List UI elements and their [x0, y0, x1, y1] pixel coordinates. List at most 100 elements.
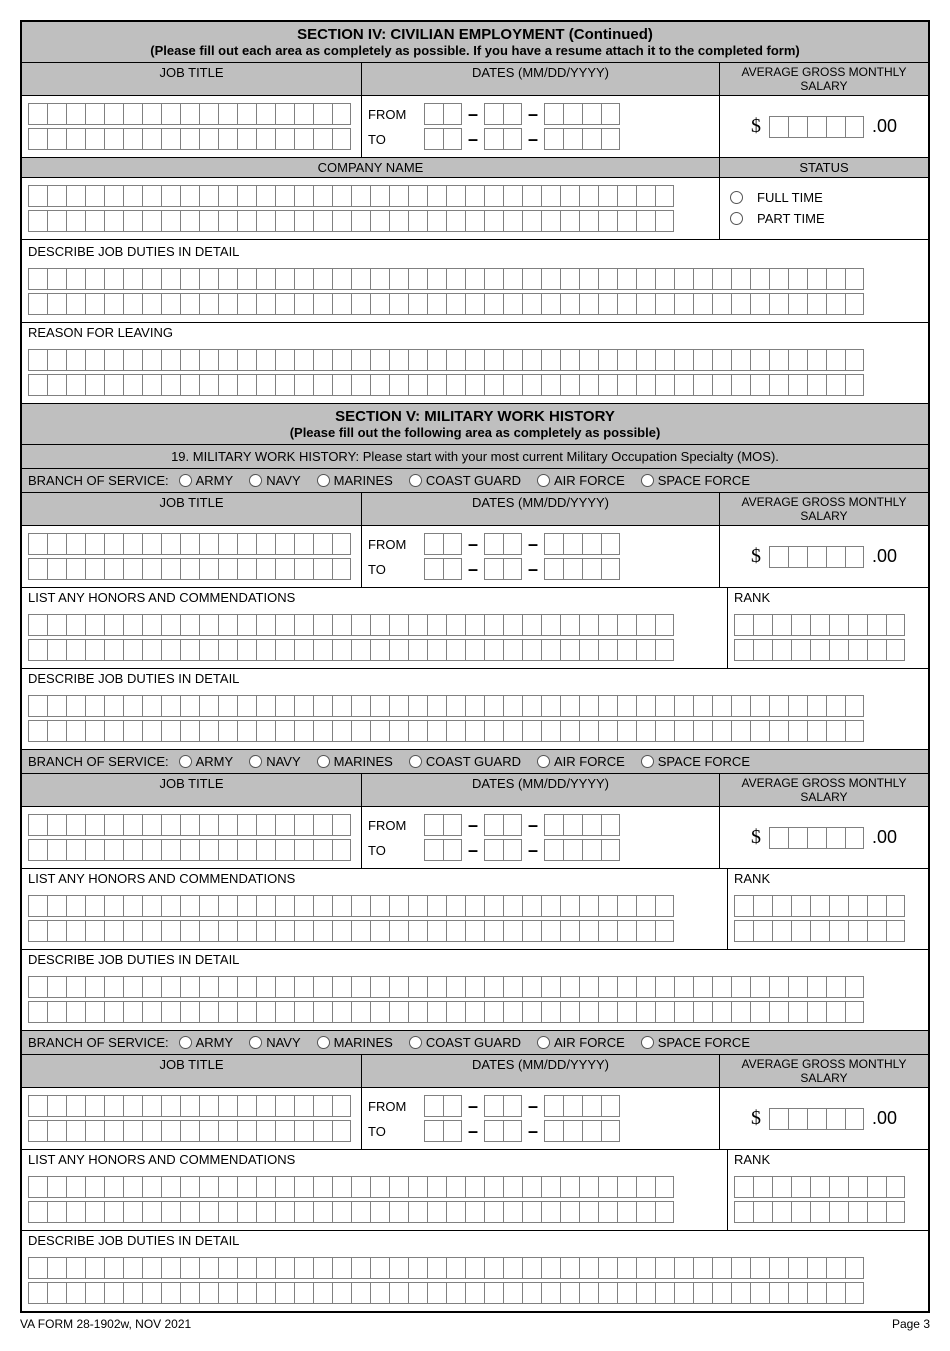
branch-opt-0-4[interactable]: AIR FORCE — [537, 473, 625, 488]
mil-hdr-salary-1: AVERAGE GROSS MONTHLY SALARY — [720, 774, 928, 806]
branch-label-0: BRANCH OF SERVICE: — [28, 473, 169, 488]
mil-hdr-salary-2: AVERAGE GROSS MONTHLY SALARY — [720, 1055, 928, 1087]
mil-salary-1: $ .00 — [720, 807, 928, 868]
mil-body-1: FROM–– TO–– $ .00 — [22, 807, 928, 869]
branch-opt-2-0[interactable]: ARMY — [179, 1035, 234, 1050]
mil-hdr-dates-1: DATES (MM/DD/YYYY) — [362, 774, 720, 806]
mil-hdr-salary-0: AVERAGE GROSS MONTHLY SALARY — [720, 493, 928, 525]
branch-opt-1-5[interactable]: SPACE FORCE — [641, 754, 750, 769]
branch-opt-0-1[interactable]: NAVY — [249, 473, 300, 488]
reason-label: REASON FOR LEAVING — [22, 323, 928, 342]
mil-hdr-dates-2: DATES (MM/DD/YYYY) — [362, 1055, 720, 1087]
date-from[interactable]: – – — [424, 103, 620, 125]
branch-opt-0-3[interactable]: COAST GUARD — [409, 473, 521, 488]
dollar-sign: $ — [751, 115, 761, 138]
branch-opt-1-1[interactable]: NAVY — [249, 754, 300, 769]
mil-jobtitle-0 — [22, 526, 362, 587]
mil-hdr-jobtitle-2: JOB TITLE — [22, 1055, 362, 1087]
date-to[interactable]: – – — [424, 128, 620, 150]
branch-opt-1-4[interactable]: AIR FORCE — [537, 754, 625, 769]
company-input-area — [22, 178, 720, 239]
mil-dates-0: FROM–– TO–– — [362, 526, 720, 587]
branch-label-2: BRANCH OF SERVICE: — [28, 1035, 169, 1050]
hdr-salary: AVERAGE GROSS MONTHLY SALARY — [720, 63, 928, 95]
status-input-area: FULL TIME PART TIME — [720, 178, 928, 239]
rank-1: RANK — [728, 869, 928, 949]
section5-title: SECTION V: MILITARY WORK HISTORY — [28, 408, 922, 425]
section5-instr: 19. MILITARY WORK HISTORY: Please start … — [22, 445, 928, 469]
job-title-boxes-1[interactable] — [28, 103, 355, 125]
hdr-status: STATUS — [720, 158, 928, 177]
branch-opt-0-0[interactable]: ARMY — [179, 473, 234, 488]
mil-hdr-0: JOB TITLE DATES (MM/DD/YYYY) AVERAGE GRO… — [22, 493, 928, 526]
honors-rank-2: LIST ANY HONORS AND COMMENDATIONS RANK — [22, 1150, 928, 1231]
mil-duties-1 — [22, 969, 928, 1031]
rank-2: RANK — [728, 1150, 928, 1230]
branch-opt-2-5[interactable]: SPACE FORCE — [641, 1035, 750, 1050]
mil-body-0: FROM–– TO–– $ .00 — [22, 526, 928, 588]
branch-opt-1-2[interactable]: MARINES — [317, 754, 393, 769]
reason-input-area — [22, 342, 928, 404]
section5-header: SECTION V: MILITARY WORK HISTORY (Please… — [22, 404, 928, 445]
dates-input-area: FROM – – TO – – — [362, 96, 720, 157]
mil-salary-2: $ .00 — [720, 1088, 928, 1149]
branch-label-1: BRANCH OF SERVICE: — [28, 754, 169, 769]
branch-opt-1-0[interactable]: ARMY — [179, 754, 234, 769]
section4-title: SECTION IV: CIVILIAN EMPLOYMENT (Continu… — [28, 26, 922, 43]
hdr-job-title: JOB TITLE — [22, 63, 362, 95]
company-boxes-2[interactable] — [28, 210, 713, 232]
honors-rank-1: LIST ANY HONORS AND COMMENDATIONS RANK — [22, 869, 928, 950]
mil-hdr-jobtitle-0: JOB TITLE — [22, 493, 362, 525]
branch-opt-2-2[interactable]: MARINES — [317, 1035, 393, 1050]
section4-header: SECTION IV: CIVILIAN EMPLOYMENT (Continu… — [22, 22, 928, 63]
honors-2: LIST ANY HONORS AND COMMENDATIONS — [22, 1150, 728, 1230]
rank-0: RANK — [728, 588, 928, 668]
mil-salary-0: $ .00 — [720, 526, 928, 587]
form-page: SECTION IV: CIVILIAN EMPLOYMENT (Continu… — [20, 20, 930, 1313]
section4-jobrow: FROM – – TO – – $ .00 — [22, 96, 928, 158]
mil-duties-0 — [22, 688, 928, 750]
mil-hdr-2: JOB TITLE DATES (MM/DD/YYYY) AVERAGE GRO… — [22, 1055, 928, 1088]
duties-boxes-1[interactable] — [28, 268, 922, 290]
company-boxes-1[interactable] — [28, 185, 713, 207]
branch-row-0: BRANCH OF SERVICE: ARMY NAVY MARINES COA… — [22, 469, 928, 493]
mil-hdr-dates-0: DATES (MM/DD/YYYY) — [362, 493, 720, 525]
branch-opt-0-5[interactable]: SPACE FORCE — [641, 473, 750, 488]
mil-duties-label-0: DESCRIBE JOB DUTIES IN DETAIL — [22, 669, 928, 688]
section4-col-headers: JOB TITLE DATES (MM/DD/YYYY) AVERAGE GRO… — [22, 63, 928, 96]
mil-duties-label-1: DESCRIBE JOB DUTIES IN DETAIL — [22, 950, 928, 969]
branch-opt-1-3[interactable]: COAST GUARD — [409, 754, 521, 769]
branch-opt-2-4[interactable]: AIR FORCE — [537, 1035, 625, 1050]
to-label: TO — [368, 132, 418, 147]
status-parttime[interactable]: PART TIME — [730, 211, 918, 226]
section4-sub: (Please fill out each area as completely… — [28, 43, 922, 58]
branch-row-2: BRANCH OF SERVICE: ARMY NAVY MARINES COA… — [22, 1031, 928, 1055]
cents-label: .00 — [872, 116, 897, 137]
duties-label: DESCRIBE JOB DUTIES IN DETAIL — [22, 240, 928, 261]
company-status-hdr: COMPANY NAME STATUS — [22, 158, 928, 178]
branch-opt-0-2[interactable]: MARINES — [317, 473, 393, 488]
mil-dates-2: FROM–– TO–– — [362, 1088, 720, 1149]
reason-boxes-1[interactable] — [28, 349, 922, 371]
honors-rank-0: LIST ANY HONORS AND COMMENDATIONS RANK — [22, 588, 928, 669]
mil-duties-2 — [22, 1250, 928, 1311]
mil-jobtitle-2 — [22, 1088, 362, 1149]
mil-hdr-jobtitle-1: JOB TITLE — [22, 774, 362, 806]
from-label: FROM — [368, 107, 418, 122]
salary-input-area: $ .00 — [720, 96, 928, 157]
duties-input-area — [22, 261, 928, 323]
salary-boxes[interactable] — [769, 116, 864, 138]
branch-opt-2-1[interactable]: NAVY — [249, 1035, 300, 1050]
military-container: BRANCH OF SERVICE: ARMY NAVY MARINES COA… — [22, 469, 928, 1311]
branch-row-1: BRANCH OF SERVICE: ARMY NAVY MARINES COA… — [22, 750, 928, 774]
reason-boxes-2[interactable] — [28, 374, 922, 396]
mil-dates-1: FROM–– TO–– — [362, 807, 720, 868]
branch-opt-2-3[interactable]: COAST GUARD — [409, 1035, 521, 1050]
job-title-boxes-2[interactable] — [28, 128, 355, 150]
duties-boxes-2[interactable] — [28, 293, 922, 315]
mil-duties-label-2: DESCRIBE JOB DUTIES IN DETAIL — [22, 1231, 928, 1250]
hdr-company: COMPANY NAME — [22, 158, 720, 177]
status-fulltime[interactable]: FULL TIME — [730, 190, 918, 205]
company-status-body: FULL TIME PART TIME — [22, 178, 928, 240]
mil-body-2: FROM–– TO–– $ .00 — [22, 1088, 928, 1150]
